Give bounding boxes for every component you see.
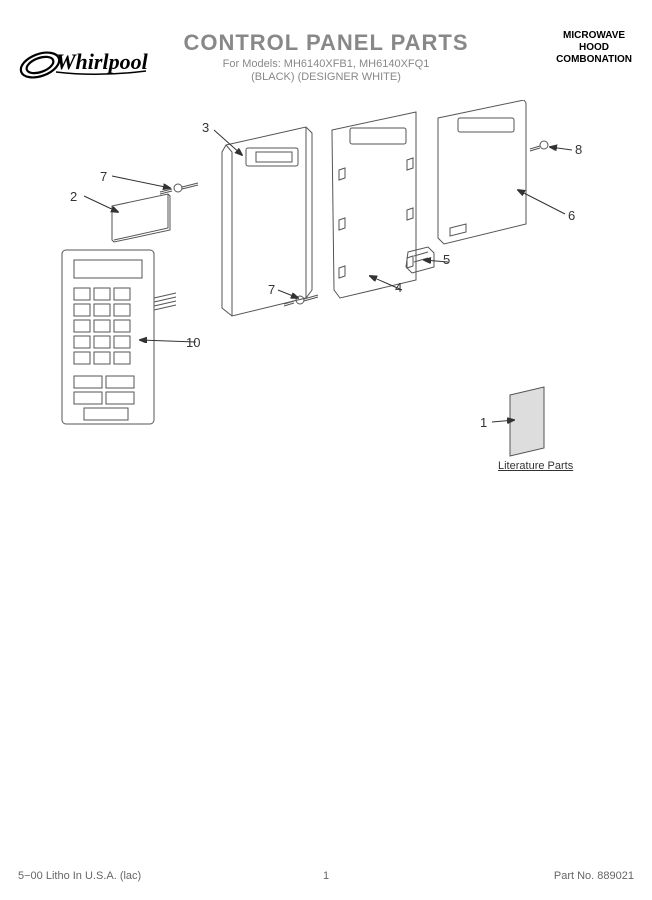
part-6-back-cover [438, 100, 526, 244]
variants-line: (BLACK) (DESIGNER WHITE) [183, 71, 468, 83]
models-line: For Models: MH6140XFB1, MH6140XFQ1 [183, 58, 468, 70]
callout-3: 3 [202, 120, 209, 135]
product-type-line: MICROWAVE [556, 30, 632, 42]
product-type-line: COMBONATION [556, 54, 632, 66]
callout-7b: 7 [268, 282, 275, 297]
footer-left: 5−00 Litho In U.S.A. (lac) [18, 870, 141, 882]
callout-2: 2 [70, 189, 77, 204]
part-4-mid-panel [332, 112, 416, 298]
logo-text: Whirlpool [56, 49, 148, 74]
footer-part-number: Part No. 889021 [554, 870, 634, 882]
part-7-screw-left [160, 183, 198, 194]
callout-5: 5 [443, 252, 450, 267]
callout-10: 10 [186, 335, 200, 350]
part-7-screw-bottom [284, 295, 318, 306]
whirlpool-logo: Whirlpool [18, 35, 148, 95]
part-2-plate [112, 194, 170, 242]
part-8-screw [530, 141, 548, 151]
exploded-diagram: 1 2 3 4 5 6 7 7 8 10 Literature Parts [0, 100, 652, 550]
page: Whirlpool CONTROL PANEL PARTS For Models… [0, 0, 652, 900]
footer-page-number: 1 [323, 870, 329, 882]
part-3-control-panel-front [222, 127, 312, 316]
header-block: CONTROL PANEL PARTS For Models: MH6140XF… [183, 30, 468, 83]
callout-7a: 7 [100, 169, 107, 184]
part-1-literature [510, 387, 544, 456]
callout-4: 4 [395, 280, 402, 295]
part-10-keypad [62, 250, 176, 424]
callout-8: 8 [575, 142, 582, 157]
page-title: CONTROL PANEL PARTS [183, 30, 468, 56]
callout-1: 1 [480, 415, 487, 430]
callout-6: 6 [568, 208, 575, 223]
leader-lines [84, 130, 572, 422]
literature-parts-link[interactable]: Literature Parts [498, 460, 573, 472]
product-type-line: HOOD [556, 42, 632, 54]
product-type: MICROWAVE HOOD COMBONATION [556, 30, 632, 66]
